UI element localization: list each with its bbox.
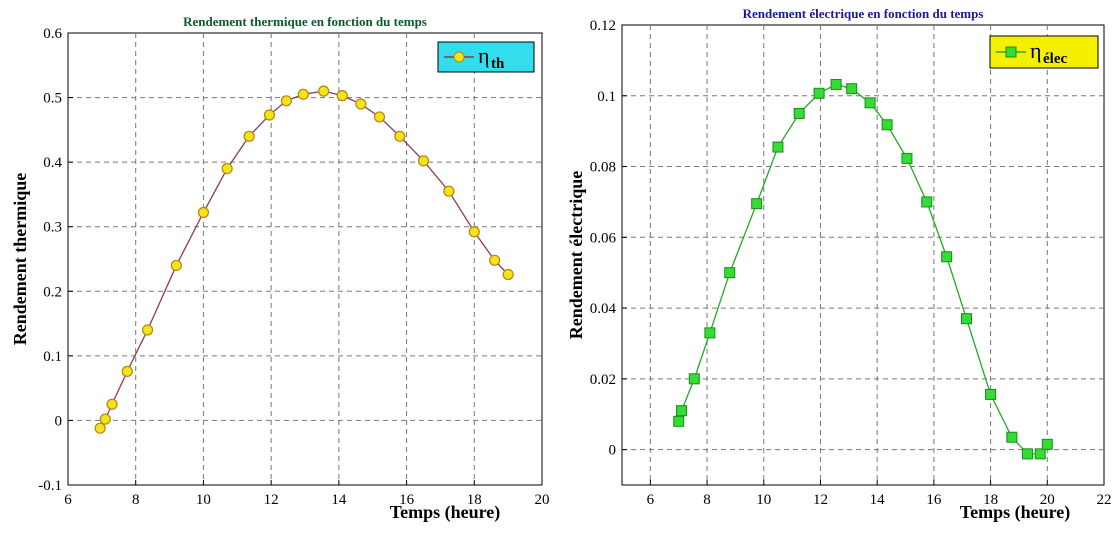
data-point	[197, 206, 210, 219]
data-point	[676, 405, 688, 417]
data-point	[221, 163, 233, 175]
data-point	[443, 185, 455, 197]
data-point	[985, 388, 997, 400]
data-point	[297, 88, 309, 100]
plot-area	[621, 24, 1105, 486]
x-tick-label: 20	[535, 492, 550, 508]
data-point	[901, 152, 913, 164]
y-tick-label: 0.12	[590, 18, 616, 34]
x-tick-label: 6	[64, 492, 72, 508]
y-tick-label: 0.5	[43, 91, 62, 107]
y-tick-label: 0	[55, 413, 63, 429]
data-point	[318, 85, 330, 97]
thermal-efficiency-chart-svg: 6 8 10 12 14 16 18 20 -0.1 0 0.1 0.2 0.3 0.4 0.5 0.6 Ren…	[10, 14, 550, 523]
x-tick-label: 16	[926, 492, 942, 508]
data-point	[336, 90, 348, 102]
x-tick-label: 22	[1097, 492, 1112, 508]
x-tick-label: 18	[983, 492, 998, 508]
x-tick-label: 20	[1040, 492, 1055, 508]
legend: η élec	[989, 35, 1099, 69]
data-point	[263, 109, 276, 121]
x-tick-label: 10	[756, 492, 771, 508]
data-point	[673, 415, 685, 427]
data-point	[394, 130, 406, 142]
y-tick-label: 0.06	[590, 230, 617, 246]
x-tick-label: 8	[132, 492, 140, 508]
data-point	[881, 119, 893, 131]
legend-series-name: η	[478, 43, 490, 68]
data-point	[724, 267, 736, 279]
y-tick-label: 0.1	[43, 349, 62, 365]
data-point	[106, 398, 118, 410]
data-point	[355, 98, 367, 110]
x-tick-label: 18	[467, 492, 482, 508]
plot-area	[67, 32, 543, 486]
x-tick-label: 14	[870, 492, 886, 508]
series-line	[678, 83, 1048, 455]
data-point	[1006, 431, 1018, 443]
data-point	[772, 141, 784, 153]
data-point	[243, 130, 255, 142]
y-tick-label: 0.08	[590, 160, 616, 176]
data-point	[502, 268, 514, 281]
y-tick-label: 0.1	[597, 89, 616, 105]
data-point	[94, 422, 106, 434]
series-line	[99, 90, 509, 429]
data-point	[121, 365, 133, 377]
data-point	[1041, 438, 1053, 450]
y-axis-label: Rendement électrique	[566, 171, 586, 339]
x-tick-label: 14	[331, 492, 347, 508]
legend-marker-sample	[453, 51, 465, 63]
y-tick-label: 0	[609, 443, 617, 459]
legend: η th	[437, 41, 535, 73]
y-tick-label: -0.1	[38, 478, 62, 494]
data-point	[941, 251, 953, 263]
x-axis-label: Temps (heure)	[960, 502, 1071, 523]
y-tick-label: 0.02	[590, 372, 616, 388]
data-point	[793, 107, 805, 119]
data-point	[751, 198, 763, 210]
x-axis-label: Temps (heure)	[390, 502, 501, 523]
data-point	[830, 78, 842, 90]
thermal-efficiency-chart: 6 8 10 12 14 16 18 20 -0.1 0 0.1 0.2 0.3 0.4 0.5 0.6 Ren…	[0, 0, 555, 531]
data-point	[280, 95, 292, 107]
data-point	[141, 324, 154, 336]
data-point	[1021, 448, 1033, 460]
x-tick-label: 12	[813, 492, 828, 508]
y-tick-label: 0.3	[43, 220, 62, 236]
data-point	[99, 413, 111, 425]
data-point	[489, 254, 501, 266]
y-tick-label: 0.6	[43, 26, 62, 42]
x-tick-label: 16	[399, 492, 415, 508]
data-point	[864, 97, 876, 109]
legend-series-subscript: élec	[1043, 51, 1067, 67]
data-point	[417, 155, 430, 167]
data-point	[170, 259, 182, 272]
x-tick-label: 10	[196, 492, 211, 508]
electrical-efficiency-chart-svg: 6 8 10 12 14 16 18 20 22 0 0.02 0.04 0.06 0.08 0.1 0.12…	[566, 6, 1112, 523]
electrical-efficiency-chart: 6 8 10 12 14 16 18 20 22 0 0.02 0.04 0.06 0.08 0.1 0.12…	[560, 0, 1118, 531]
y-tick-label: 0.04	[590, 301, 617, 317]
data-point	[846, 83, 858, 95]
y-tick-label: 0.2	[43, 284, 62, 300]
data-point	[373, 111, 386, 123]
data-point	[813, 87, 825, 99]
x-tick-label: 6	[647, 492, 655, 508]
data-point	[921, 196, 933, 208]
legend-series-subscript: th	[491, 56, 505, 72]
data-point	[960, 313, 972, 325]
data-point	[468, 226, 480, 238]
y-axis-label: Rendement thermique	[10, 173, 30, 345]
data-point	[1034, 448, 1046, 460]
chart-title: Rendement électrique en fonction du temp…	[743, 6, 984, 21]
y-tick-label: 0.4	[43, 155, 62, 171]
legend-marker-sample	[1005, 46, 1017, 58]
x-tick-label: 12	[264, 492, 279, 508]
legend-box	[989, 35, 1099, 69]
chart-title: Rendement thermique en fonction du temps	[183, 14, 427, 29]
legend-series-name: η	[1030, 38, 1042, 63]
data-point	[704, 327, 716, 339]
x-tick-label: 8	[703, 492, 711, 508]
data-point	[688, 373, 700, 385]
